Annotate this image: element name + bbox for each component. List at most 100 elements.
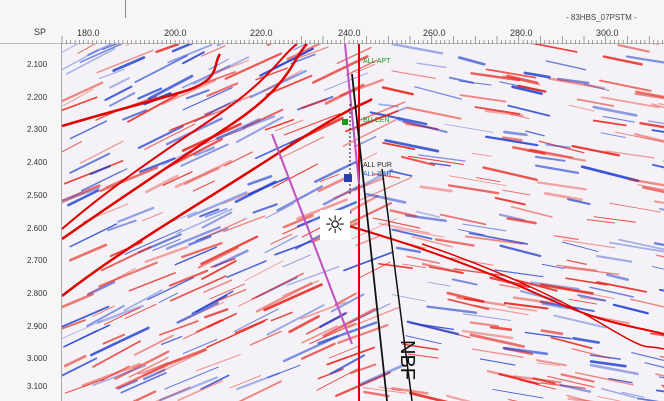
reflector-wiggle xyxy=(349,303,391,324)
reflector-wiggle xyxy=(608,378,633,384)
sp-label: SP xyxy=(34,27,47,37)
reflector-wiggle xyxy=(180,242,223,259)
reflector-wiggle xyxy=(639,122,664,129)
reflector-wiggle xyxy=(538,140,585,154)
reflector-wiggle xyxy=(651,103,664,109)
reflector-wiggle xyxy=(502,189,531,196)
reflector-wiggle xyxy=(319,174,339,183)
x-ruler-ticks xyxy=(61,36,663,44)
reflector-wiggle xyxy=(137,125,184,150)
reflector-wiggle xyxy=(596,281,648,293)
reflector-wiggle xyxy=(565,277,608,286)
reflector-wiggle xyxy=(124,228,182,255)
reflector-wiggle xyxy=(659,207,664,212)
reflector-wiggle xyxy=(656,254,664,258)
reflector-wiggle xyxy=(229,375,262,389)
reflector-wiggle xyxy=(224,52,282,80)
reflector-wiggle xyxy=(104,307,141,325)
reflector-wiggle xyxy=(447,298,490,311)
reflector-wiggle xyxy=(138,157,176,173)
reflector-wiggle xyxy=(469,321,500,328)
reflector-wiggle xyxy=(155,44,180,54)
reflector-wiggle xyxy=(593,216,637,223)
reflector-wiggle xyxy=(534,155,566,162)
reflector-wiggle xyxy=(204,207,228,218)
x-tick-label: 220.0 xyxy=(250,28,273,38)
reflector-wiggle xyxy=(177,380,223,401)
reflector-wiggle xyxy=(301,325,338,344)
reflector-wiggle xyxy=(349,363,377,375)
reflector-wiggle xyxy=(363,390,390,398)
reflector-wiggle xyxy=(401,155,436,167)
reflector-wiggle xyxy=(469,333,525,348)
reflector-wiggle xyxy=(605,150,655,159)
reflector-wiggle xyxy=(498,373,540,385)
reflector-wiggle xyxy=(263,283,323,312)
y-tick-label: 2.800 xyxy=(27,289,48,298)
reflector-wiggle xyxy=(524,331,572,340)
x-tick-label: 260.0 xyxy=(423,28,446,38)
reflector-wiggle xyxy=(602,55,643,66)
shotpoint-ruler: SP 180.0 200.0 220.0 240.0 260.0 280.0 3… xyxy=(0,0,664,44)
reflector-wiggle xyxy=(621,391,645,398)
reflector-wiggle xyxy=(203,279,233,293)
reflector-wiggle xyxy=(353,168,394,192)
reflector-wiggle xyxy=(77,44,96,54)
reflector-wiggle xyxy=(417,154,466,162)
reflector-wiggle xyxy=(567,397,595,401)
reflector-wiggle xyxy=(68,243,108,262)
reflector-wiggle xyxy=(462,223,507,232)
reflector-wiggle xyxy=(200,45,226,57)
y-tick-label: 2.500 xyxy=(27,191,48,200)
seismic-section[interactable] xyxy=(62,44,664,401)
reflector-wiggle xyxy=(589,286,634,298)
reflector-wiggle xyxy=(506,74,539,85)
reflector-wiggle xyxy=(378,386,402,392)
reflector-wiggle xyxy=(160,335,183,346)
reflector-wiggle xyxy=(559,383,592,393)
reflector-wiggle xyxy=(395,246,422,254)
reflector-wiggle xyxy=(571,348,611,359)
reflector-wiggle xyxy=(369,111,428,126)
reflector-wiggle xyxy=(62,81,104,103)
reflector-wiggle xyxy=(634,92,664,100)
time-ruler: 2.100 2.200 2.300 2.400 2.500 2.600 2.70… xyxy=(0,44,62,401)
reflector-wiggle xyxy=(133,334,175,356)
reflector-wiggle xyxy=(247,176,290,196)
reflector-wiggle xyxy=(617,44,650,53)
reflector-wiggle xyxy=(63,354,87,368)
reflector-wiggle xyxy=(553,235,579,240)
reflector-wiggle xyxy=(407,353,439,359)
reflector-wiggle xyxy=(482,166,538,182)
y-tick-label: 2.600 xyxy=(27,224,48,233)
reflector-wiggle xyxy=(167,44,213,64)
reflector-wiggle xyxy=(359,101,406,121)
reflector-wiggle xyxy=(200,235,259,265)
reflector-wiggle xyxy=(65,47,116,75)
reflector-wiggle xyxy=(459,80,492,86)
reflector-wiggle xyxy=(389,209,418,218)
reflector-wiggle xyxy=(499,244,542,258)
reflector-wiggle xyxy=(653,242,664,247)
reflector-wiggle xyxy=(182,338,218,355)
reflector-wiggle xyxy=(164,366,219,390)
reflector-wiggle xyxy=(576,98,615,107)
y-tick-label: 2.400 xyxy=(27,158,48,167)
reflector-wiggle xyxy=(599,79,652,92)
x-tick-label: 200.0 xyxy=(164,28,187,38)
reflector-wiggle xyxy=(193,146,215,157)
reflector-wiggle xyxy=(445,394,472,401)
reflector-wiggle xyxy=(223,215,266,233)
reflector-wiggle xyxy=(609,241,664,253)
fault-line xyxy=(381,168,413,401)
reflector-wiggle xyxy=(185,89,210,100)
reflector-wiggle xyxy=(195,354,241,372)
reflector-wiggle xyxy=(471,152,492,157)
reflector-wiggle xyxy=(602,115,635,123)
reflector-wiggle xyxy=(492,389,544,399)
reflector-wiggle xyxy=(62,184,102,204)
reflector-wiggle xyxy=(540,329,564,336)
reflector-wiggle xyxy=(128,272,176,292)
reflector-wiggle xyxy=(572,337,600,344)
reflector-wiggle xyxy=(167,348,207,366)
